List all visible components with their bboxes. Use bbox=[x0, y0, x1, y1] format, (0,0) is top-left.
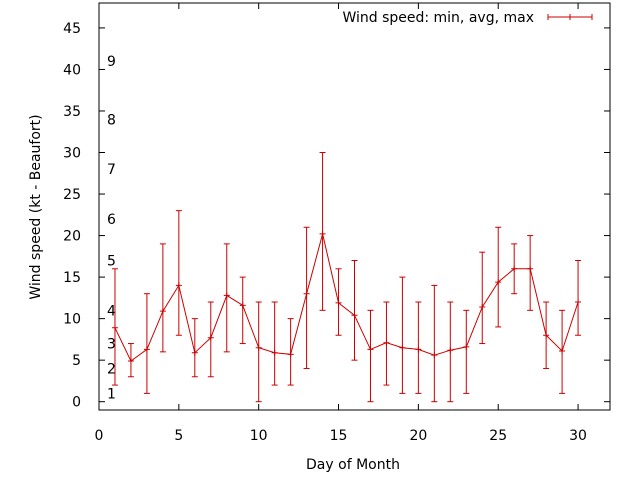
data-point-avg bbox=[223, 292, 230, 299]
data-point-avg bbox=[159, 308, 166, 315]
x-tick-label: 30 bbox=[569, 428, 587, 444]
x-tick-label: 10 bbox=[250, 428, 268, 444]
y-tick-label: 35 bbox=[63, 104, 81, 120]
data-point-avg bbox=[207, 334, 214, 341]
y-tick-label: 25 bbox=[63, 187, 81, 203]
beaufort-label: 9 bbox=[107, 54, 116, 70]
data-point-avg bbox=[415, 346, 422, 353]
data-point-avg bbox=[319, 230, 326, 237]
data-point-avg bbox=[367, 346, 374, 353]
y-tick-label: 45 bbox=[63, 21, 81, 37]
data-point-avg bbox=[479, 304, 486, 311]
data-point-avg bbox=[255, 344, 262, 351]
x-tick-label: 5 bbox=[174, 428, 183, 444]
x-tick-label: 20 bbox=[409, 428, 427, 444]
data-point-avg bbox=[383, 339, 390, 346]
data-point-avg bbox=[511, 265, 518, 272]
data-point-avg bbox=[495, 279, 502, 286]
data-point-avg bbox=[287, 351, 294, 358]
data-point-avg bbox=[303, 290, 310, 297]
x-tick-label: 15 bbox=[330, 428, 348, 444]
y-tick-label: 20 bbox=[63, 229, 81, 245]
y-tick-label: 10 bbox=[63, 312, 81, 328]
beaufort-label: 5 bbox=[107, 253, 116, 269]
data-point-avg bbox=[111, 324, 118, 331]
y-tick-label: 0 bbox=[72, 395, 81, 411]
data-point-avg bbox=[543, 332, 550, 339]
data-point-avg bbox=[175, 282, 182, 289]
data-point-avg bbox=[351, 312, 358, 319]
data-point-avg bbox=[463, 343, 470, 350]
legend-key bbox=[547, 14, 593, 20]
data-point-avg bbox=[127, 357, 134, 364]
beaufort-label: 7 bbox=[107, 162, 116, 178]
beaufort-label: 3 bbox=[107, 337, 116, 353]
data-point-avg bbox=[559, 348, 566, 355]
wind-speed-series bbox=[111, 152, 582, 403]
series-avg-line bbox=[114, 233, 579, 362]
legend: Wind speed: min, avg, max bbox=[342, 10, 593, 26]
data-point-avg bbox=[447, 347, 454, 354]
x-tick-label: 25 bbox=[489, 428, 507, 444]
data-point-avg bbox=[143, 346, 150, 353]
data-point-avg bbox=[431, 352, 438, 359]
y-tick-label: 5 bbox=[72, 353, 81, 369]
data-point-avg bbox=[575, 299, 582, 306]
x-tick-label: 0 bbox=[95, 428, 104, 444]
y-axis-title: Wind speed (kt - Beaufort) bbox=[28, 114, 44, 299]
data-point-avg bbox=[527, 265, 534, 272]
beaufort-label: 2 bbox=[107, 361, 116, 377]
beaufort-label: 4 bbox=[107, 303, 116, 319]
data-point-avg bbox=[191, 349, 198, 356]
data-point-avg bbox=[271, 349, 278, 356]
beaufort-scale-labels: 1 2 3 4 5 6 7 8 9 bbox=[107, 54, 116, 402]
y-tick-label: 30 bbox=[63, 146, 81, 162]
data-point-avg bbox=[335, 299, 342, 306]
plot-frame bbox=[98, 2, 611, 411]
beaufort-label: 1 bbox=[107, 386, 116, 402]
beaufort-label: 6 bbox=[107, 212, 116, 228]
y-tick-label: 15 bbox=[63, 270, 81, 286]
x-axis-title: Day of Month bbox=[306, 457, 400, 473]
legend-label: Wind speed: min, avg, max bbox=[342, 10, 534, 26]
beaufort-label: 8 bbox=[107, 112, 116, 128]
data-point-avg bbox=[239, 302, 246, 309]
data-point-avg bbox=[399, 344, 406, 351]
y-tick-label: 40 bbox=[63, 62, 81, 78]
